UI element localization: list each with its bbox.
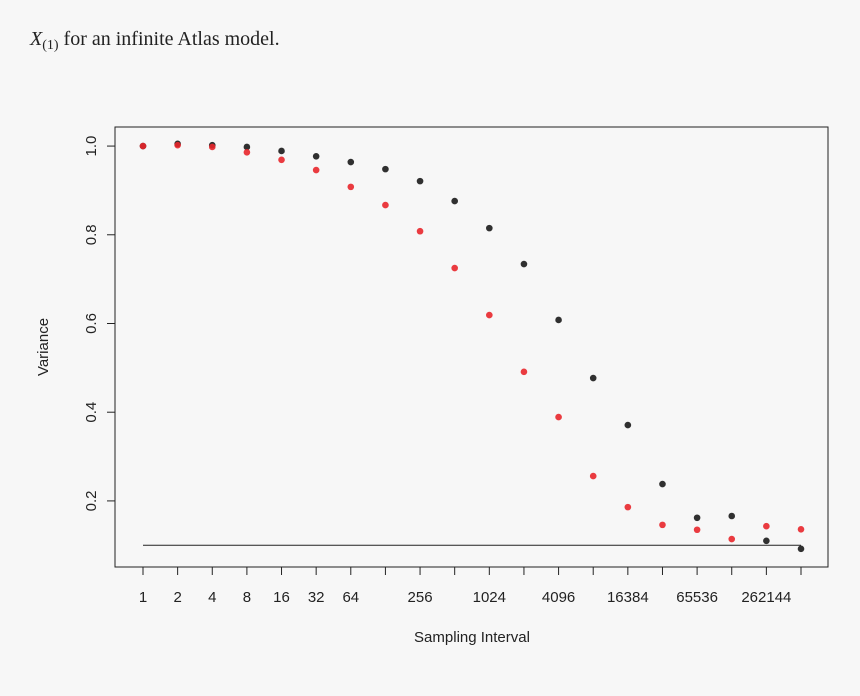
point: [416, 227, 424, 235]
point: [728, 535, 736, 543]
y-axis-label: Variance: [35, 318, 52, 376]
point: [693, 526, 701, 534]
point: [208, 143, 216, 151]
y-tick-label: 0.4: [83, 402, 100, 423]
point: [728, 512, 736, 520]
y-tick-label: 0.6: [83, 313, 100, 334]
caption: X(1) for an infinite Atlas model.: [29, 28, 280, 54]
x-tick-label: 16: [273, 589, 290, 606]
point: [624, 421, 632, 429]
x-tick-label: 64: [342, 589, 359, 606]
point: [589, 374, 597, 382]
x-tick-label: 1024: [473, 589, 506, 606]
y-tick-label: 0.2: [83, 490, 100, 511]
point: [555, 413, 562, 421]
point: [486, 224, 493, 232]
point: [174, 141, 181, 149]
x-tick-label: 65536: [676, 589, 718, 606]
caption-subscript: (1): [42, 38, 59, 53]
point: [312, 152, 320, 160]
point: [589, 472, 597, 480]
x-tick-label: 1: [139, 589, 147, 606]
x-tick-label: 16384: [607, 589, 649, 606]
y-tick-label: 0.8: [83, 224, 100, 245]
point: [347, 158, 355, 166]
point: [763, 522, 770, 530]
x-tick-label: 4: [208, 589, 216, 606]
point: [763, 537, 770, 545]
point: [382, 165, 389, 173]
point: [555, 316, 562, 324]
point: [486, 311, 493, 319]
point: [451, 264, 458, 272]
point: [797, 525, 805, 533]
x-tick-label: 4096: [542, 589, 575, 606]
point: [278, 156, 285, 164]
point: [382, 201, 389, 209]
x-tick-label: 256: [408, 589, 433, 606]
point: [312, 166, 320, 174]
point: [520, 260, 528, 268]
x-tick-label: 2: [173, 589, 181, 606]
x-tick-label: 262144: [741, 589, 791, 606]
point: [520, 368, 528, 376]
caption-symbol: X: [29, 28, 43, 50]
point: [243, 148, 251, 156]
point: [624, 503, 632, 511]
point: [659, 521, 666, 529]
point: [347, 183, 355, 191]
point: [659, 480, 666, 488]
point: [693, 514, 701, 522]
point: [416, 177, 424, 185]
y-tick-label: 1.0: [83, 136, 100, 157]
x-tick-label: 32: [308, 589, 325, 606]
point: [451, 197, 458, 205]
x-axis-label: Sampling Interval: [414, 629, 530, 646]
caption-text: for an infinite Atlas model.: [59, 28, 280, 50]
point: [278, 147, 285, 155]
point: [139, 142, 147, 150]
point: [243, 143, 251, 151]
point: [797, 545, 805, 553]
x-tick-label: 8: [243, 589, 251, 606]
